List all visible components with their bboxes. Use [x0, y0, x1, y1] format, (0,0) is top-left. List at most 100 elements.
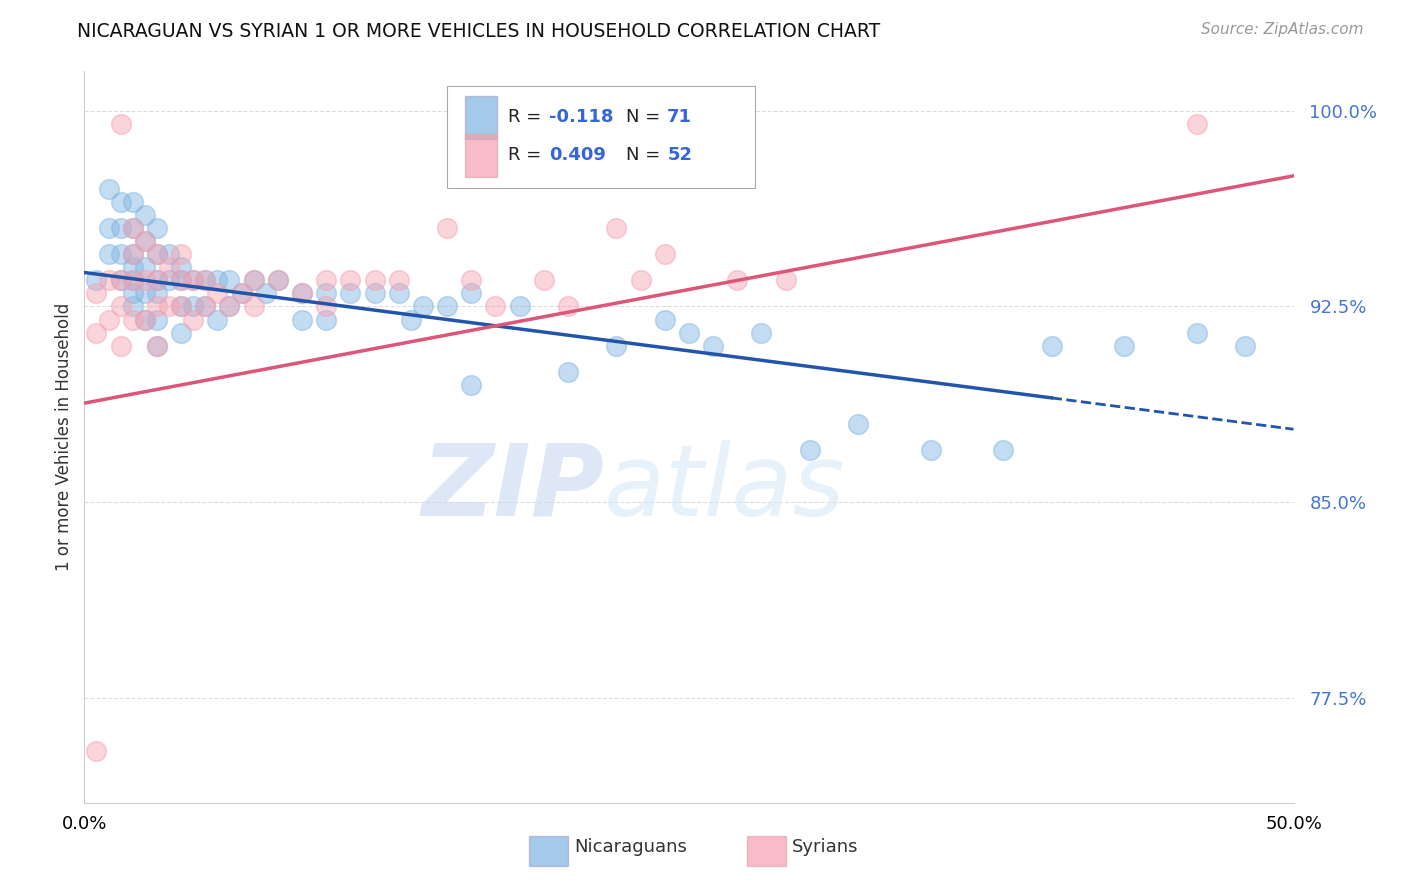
- Point: [110, 300, 132, 314]
- Point: [181, 273, 204, 287]
- Point: [110, 221, 132, 235]
- Point: [194, 300, 217, 314]
- Point: [121, 247, 143, 261]
- Point: [291, 286, 314, 301]
- Point: [218, 300, 240, 314]
- Point: [86, 326, 108, 340]
- FancyBboxPatch shape: [529, 836, 568, 866]
- Point: [291, 286, 314, 301]
- Point: [315, 273, 337, 287]
- Point: [993, 443, 1015, 458]
- Text: N =: N =: [626, 146, 666, 164]
- Point: [1185, 117, 1208, 131]
- Point: [436, 221, 458, 235]
- FancyBboxPatch shape: [465, 134, 496, 177]
- Text: Nicaraguans: Nicaraguans: [574, 838, 688, 855]
- Point: [231, 286, 253, 301]
- Point: [110, 339, 132, 353]
- Point: [846, 417, 869, 431]
- Point: [181, 300, 204, 314]
- Point: [110, 273, 132, 287]
- Text: 71: 71: [668, 109, 692, 127]
- Point: [86, 286, 108, 301]
- Point: [97, 221, 120, 235]
- Point: [157, 273, 180, 287]
- Point: [97, 247, 120, 261]
- Point: [146, 312, 169, 326]
- Point: [97, 273, 120, 287]
- Point: [218, 273, 240, 287]
- Point: [267, 273, 290, 287]
- Point: [484, 300, 506, 314]
- Point: [110, 194, 132, 209]
- Point: [134, 260, 156, 275]
- Point: [460, 286, 482, 301]
- Point: [170, 300, 193, 314]
- Point: [121, 312, 143, 326]
- Text: Syrians: Syrians: [792, 838, 858, 855]
- Point: [363, 286, 385, 301]
- Point: [170, 326, 193, 340]
- Point: [291, 312, 314, 326]
- Point: [146, 221, 169, 235]
- Text: 52: 52: [668, 146, 692, 164]
- Point: [170, 247, 193, 261]
- Point: [110, 117, 132, 131]
- Point: [751, 326, 773, 340]
- Point: [121, 300, 143, 314]
- Point: [412, 300, 434, 314]
- Point: [157, 260, 180, 275]
- Point: [121, 247, 143, 261]
- Point: [121, 286, 143, 301]
- Point: [630, 273, 652, 287]
- Point: [339, 273, 361, 287]
- Y-axis label: 1 or more Vehicles in Household: 1 or more Vehicles in Household: [55, 303, 73, 571]
- Point: [242, 273, 264, 287]
- Point: [170, 300, 193, 314]
- Point: [218, 300, 240, 314]
- Point: [1114, 339, 1136, 353]
- Point: [146, 247, 169, 261]
- Point: [86, 273, 108, 287]
- Point: [254, 286, 277, 301]
- Point: [134, 234, 156, 248]
- Point: [231, 286, 253, 301]
- Point: [315, 312, 337, 326]
- Point: [1234, 339, 1257, 353]
- Point: [654, 312, 676, 326]
- Point: [194, 273, 217, 287]
- Point: [181, 312, 204, 326]
- Text: Source: ZipAtlas.com: Source: ZipAtlas.com: [1201, 22, 1364, 37]
- Point: [146, 273, 169, 287]
- Point: [533, 273, 555, 287]
- Point: [315, 300, 337, 314]
- Point: [134, 312, 156, 326]
- Point: [267, 273, 290, 287]
- Point: [146, 273, 169, 287]
- Point: [207, 273, 229, 287]
- Text: ZIP: ZIP: [422, 440, 605, 537]
- Point: [207, 286, 229, 301]
- Point: [134, 208, 156, 222]
- Point: [121, 260, 143, 275]
- Text: 0.409: 0.409: [548, 146, 606, 164]
- Point: [170, 273, 193, 287]
- Point: [194, 273, 217, 287]
- Text: R =: R =: [508, 146, 547, 164]
- Point: [605, 339, 627, 353]
- Point: [557, 300, 579, 314]
- Point: [146, 339, 169, 353]
- Point: [121, 221, 143, 235]
- Point: [134, 286, 156, 301]
- Point: [121, 273, 143, 287]
- Point: [920, 443, 942, 458]
- Point: [146, 300, 169, 314]
- Point: [110, 273, 132, 287]
- Point: [157, 300, 180, 314]
- FancyBboxPatch shape: [465, 95, 496, 139]
- Text: NICARAGUAN VS SYRIAN 1 OR MORE VEHICLES IN HOUSEHOLD CORRELATION CHART: NICARAGUAN VS SYRIAN 1 OR MORE VEHICLES …: [77, 22, 880, 41]
- FancyBboxPatch shape: [747, 836, 786, 866]
- Text: R =: R =: [508, 109, 547, 127]
- Point: [1185, 326, 1208, 340]
- Point: [557, 365, 579, 379]
